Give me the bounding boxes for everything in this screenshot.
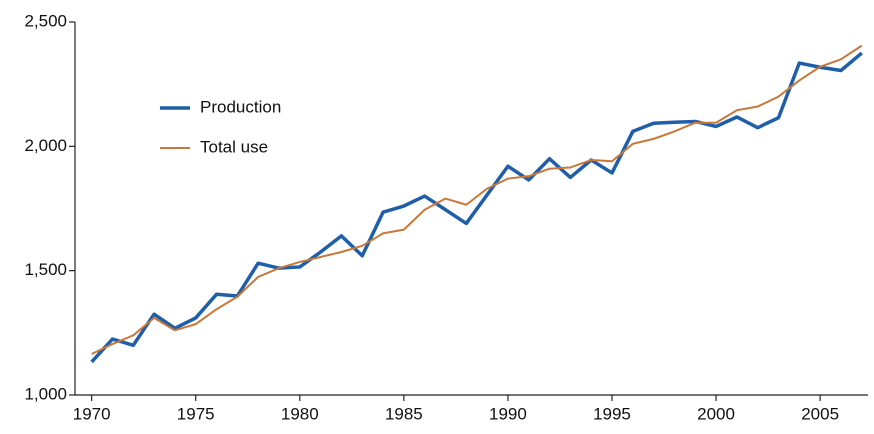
x-tick-label: 1980 bbox=[281, 404, 319, 423]
x-tick-label: 1970 bbox=[73, 404, 111, 423]
x-tick-label: 1995 bbox=[593, 404, 631, 423]
y-tick-label: 1,000 bbox=[24, 384, 67, 403]
y-tick-label: 2,500 bbox=[24, 11, 67, 30]
x-tick-label: 1990 bbox=[489, 404, 527, 423]
data-line bbox=[91, 44, 863, 355]
x-tick-label: 1985 bbox=[385, 404, 423, 423]
x-tick-label: 2005 bbox=[801, 404, 839, 423]
y-tick-label: 1,500 bbox=[24, 260, 67, 279]
x-tick-label: 2000 bbox=[697, 404, 735, 423]
legend-label: Total use bbox=[200, 137, 268, 156]
x-tick-label: 1975 bbox=[177, 404, 215, 423]
y-tick-label: 2,000 bbox=[24, 136, 67, 155]
legend-label: Production bbox=[200, 97, 281, 116]
data-line bbox=[90, 51, 863, 364]
